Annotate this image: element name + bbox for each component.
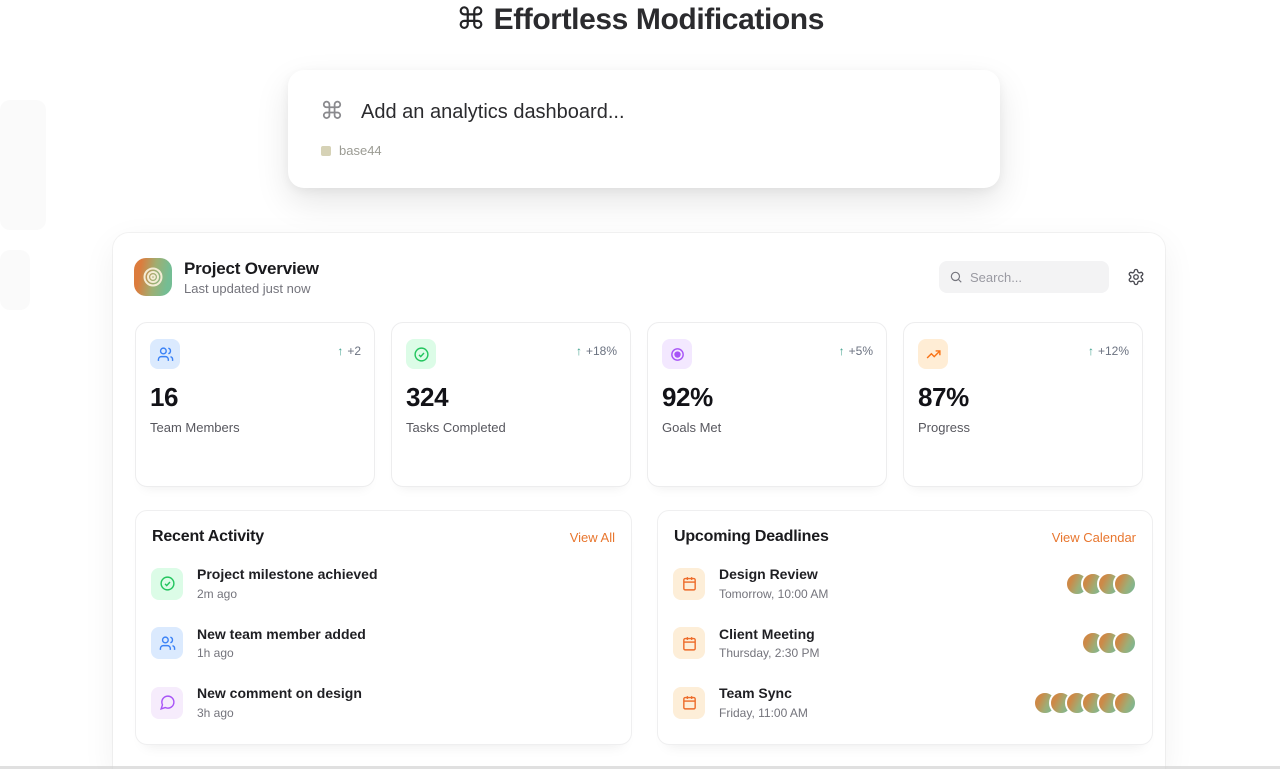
stat-value: 92% bbox=[662, 382, 713, 412]
activity-title: Project milestone achieved bbox=[197, 566, 378, 582]
deadline-item[interactable]: Design Review Tomorrow, 10:00 AM bbox=[673, 566, 1137, 602]
deadline-title: Client Meeting bbox=[719, 625, 815, 642]
stat-delta: ↑ +5% bbox=[839, 344, 873, 358]
dashboard-subtitle: Last updated just now bbox=[184, 280, 311, 296]
calendar-icon bbox=[673, 567, 705, 600]
stat-value: 16 bbox=[150, 382, 179, 412]
stat-card-goals-met[interactable]: ↑ +5% 92% Goals Met bbox=[647, 322, 887, 487]
page-title-text: Effortless Modifications bbox=[493, 3, 825, 36]
stat-value: 324 bbox=[406, 382, 449, 412]
stat-delta: ↑ +2 bbox=[337, 344, 361, 358]
stats-row: ↑ +2 16 Team Members ↑ +18% 324 Tasks Co… bbox=[135, 322, 1143, 487]
activity-item[interactable]: New comment on design 3h ago bbox=[151, 685, 616, 721]
activity-title: New comment on design bbox=[197, 685, 362, 701]
background-shape bbox=[0, 100, 46, 230]
avatar-stack bbox=[1033, 690, 1137, 715]
activity-item[interactable]: New team member added 1h ago bbox=[151, 626, 616, 662]
stat-delta-value: +5% bbox=[848, 344, 873, 358]
stat-label: Tasks Completed bbox=[406, 420, 506, 435]
target-icon bbox=[662, 339, 692, 369]
activity-title: New team member added bbox=[197, 625, 366, 642]
stat-delta: ↑ +12% bbox=[1088, 344, 1129, 358]
deadline-title: Team Sync bbox=[719, 685, 792, 701]
settings-button[interactable] bbox=[1127, 268, 1145, 286]
background-shape bbox=[0, 250, 30, 310]
gear-icon bbox=[1128, 268, 1144, 286]
users-icon bbox=[150, 339, 180, 369]
activity-item[interactable]: Project milestone achieved 2m ago bbox=[151, 566, 616, 602]
deadline-time: Friday, 11:00 AM bbox=[719, 705, 808, 720]
stat-label: Team Members bbox=[150, 420, 240, 435]
brand-name: base44 bbox=[339, 143, 382, 158]
arrow-up-icon: ↑ bbox=[1087, 344, 1094, 358]
upcoming-deadlines-panel: Upcoming Deadlines View Calendar Design … bbox=[657, 510, 1153, 745]
avatar bbox=[1113, 690, 1137, 715]
stat-label: Progress bbox=[918, 420, 971, 435]
arrow-up-icon: ↑ bbox=[838, 344, 845, 358]
dashboard-header: Project Overview Last updated just now bbox=[134, 257, 1145, 297]
stat-card-tasks-completed[interactable]: ↑ +18% 324 Tasks Completed bbox=[391, 322, 631, 487]
command-input-row[interactable]: ⌘ Add an analytics dashboard... bbox=[320, 100, 625, 124]
deadline-item[interactable]: Client Meeting Thursday, 2:30 PM bbox=[673, 626, 1137, 662]
panel-title: Upcoming Deadlines bbox=[674, 528, 829, 545]
comment-icon bbox=[151, 686, 183, 719]
activity-time: 1h ago bbox=[197, 646, 234, 660]
avatar-stack bbox=[1081, 631, 1137, 656]
arrow-up-icon: ↑ bbox=[575, 344, 582, 358]
avatar-stack bbox=[1065, 571, 1137, 596]
stat-card-progress[interactable]: ↑ +12% 87% Progress bbox=[903, 322, 1143, 487]
command-prompt-text: Add an analytics dashboard... bbox=[361, 100, 625, 123]
page-title: ⌘ Effortless Modifications bbox=[0, 2, 1280, 37]
brand-row: base44 bbox=[321, 143, 382, 158]
command-palette[interactable]: ⌘ Add an analytics dashboard... base44 bbox=[288, 70, 1000, 188]
stat-delta-value: +2 bbox=[347, 344, 361, 358]
command-icon: ⌘ bbox=[455, 3, 486, 36]
check-circle-icon bbox=[406, 339, 436, 369]
dashboard-title: Project Overview bbox=[184, 258, 319, 278]
calendar-icon bbox=[673, 627, 705, 660]
deadline-title: Design Review bbox=[719, 566, 818, 582]
activity-time: 3h ago bbox=[197, 705, 234, 720]
project-overview-card: Project Overview Last updated just now bbox=[113, 233, 1165, 769]
arrow-up-icon: ↑ bbox=[337, 344, 344, 358]
activity-time: 2m ago bbox=[197, 586, 238, 601]
search-input[interactable] bbox=[970, 269, 1099, 285]
command-icon: ⌘ bbox=[320, 98, 344, 125]
trending-up-icon bbox=[918, 339, 948, 369]
deadline-item[interactable]: Team Sync Friday, 11:00 AM bbox=[673, 685, 1137, 721]
view-calendar-link[interactable]: View Calendar bbox=[1051, 529, 1136, 545]
stat-card-team-members[interactable]: ↑ +2 16 Team Members bbox=[135, 322, 375, 487]
search-icon bbox=[950, 271, 962, 283]
stat-delta: ↑ +18% bbox=[576, 344, 617, 358]
stat-delta-value: +12% bbox=[1097, 344, 1129, 358]
stat-delta-value: +18% bbox=[585, 344, 617, 358]
avatar bbox=[1113, 571, 1137, 596]
stat-value: 87% bbox=[918, 382, 969, 412]
brand-logo-icon bbox=[321, 145, 331, 156]
search-box[interactable] bbox=[939, 261, 1109, 293]
deadline-time: Tomorrow, 10:00 AM bbox=[719, 586, 829, 601]
avatar bbox=[1113, 631, 1137, 656]
view-all-link[interactable]: View All bbox=[569, 529, 615, 545]
users-icon bbox=[151, 627, 183, 660]
recent-activity-panel: Recent Activity View All Project milesto… bbox=[135, 510, 632, 745]
deadline-time: Thursday, 2:30 PM bbox=[719, 646, 820, 660]
stat-label: Goals Met bbox=[662, 420, 722, 435]
check-circle-icon bbox=[151, 567, 183, 600]
target-icon bbox=[143, 267, 163, 287]
calendar-icon bbox=[673, 686, 705, 719]
panel-title: Recent Activity bbox=[152, 528, 265, 545]
bottom-edge-divider bbox=[0, 766, 1280, 769]
app-logo-icon bbox=[134, 258, 172, 296]
